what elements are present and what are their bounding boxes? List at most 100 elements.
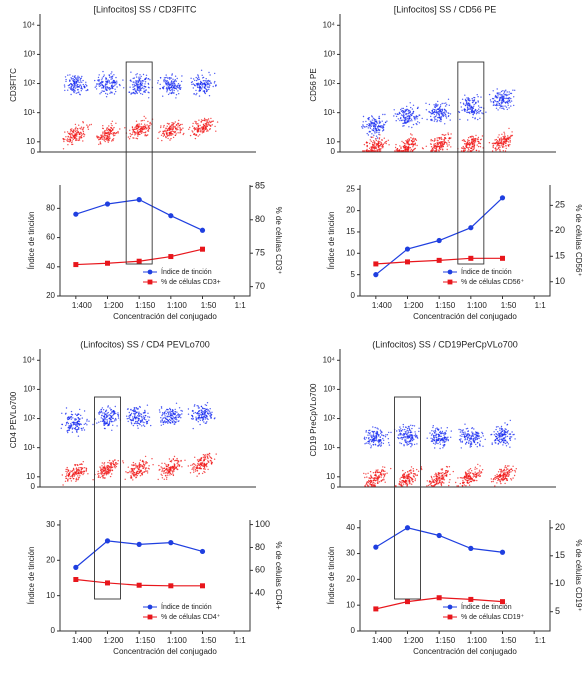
dot — [464, 148, 466, 150]
marker — [105, 580, 110, 586]
dot — [473, 144, 475, 147]
dot — [440, 136, 442, 139]
dot — [73, 91, 75, 94]
dot — [140, 75, 142, 78]
dot — [501, 439, 504, 441]
dot — [376, 126, 379, 128]
dot — [443, 134, 446, 136]
dot — [374, 146, 376, 148]
dot — [86, 124, 88, 126]
y2-tick-label: 25 — [555, 200, 565, 210]
dot — [166, 476, 168, 478]
dot — [385, 434, 387, 436]
dot — [70, 133, 72, 136]
dot — [416, 123, 418, 126]
dot — [410, 133, 412, 135]
dot — [174, 83, 176, 85]
dot — [111, 91, 113, 94]
dot — [464, 104, 467, 106]
dot — [208, 120, 211, 123]
dot — [143, 86, 145, 88]
dot — [69, 128, 72, 131]
dot — [83, 429, 86, 431]
cell-cluster — [458, 94, 487, 121]
dot — [432, 435, 435, 437]
dot — [448, 144, 450, 146]
dot — [206, 453, 208, 455]
dot — [96, 83, 98, 85]
dot — [505, 97, 507, 100]
dot — [104, 421, 106, 423]
dot — [507, 137, 509, 139]
dot — [366, 125, 368, 128]
dot — [406, 443, 408, 445]
dot — [466, 109, 468, 112]
dot — [407, 430, 409, 432]
dot — [502, 105, 504, 107]
dot — [495, 433, 498, 435]
dot — [407, 120, 409, 122]
dot — [198, 407, 200, 409]
dot — [79, 475, 81, 477]
dot — [493, 434, 496, 436]
dot — [137, 472, 139, 475]
dot — [112, 420, 114, 423]
dot — [84, 467, 86, 469]
dot — [450, 430, 452, 432]
dot — [134, 126, 136, 129]
dot — [505, 93, 507, 96]
dot — [164, 420, 166, 423]
dot — [500, 441, 503, 443]
dot — [503, 442, 505, 444]
dot — [433, 147, 436, 149]
dot — [214, 125, 216, 128]
dot — [163, 472, 165, 474]
dot — [369, 142, 371, 145]
dot — [363, 472, 365, 475]
dot — [111, 473, 113, 475]
dot — [140, 84, 142, 87]
dot — [378, 128, 380, 131]
dot — [399, 119, 401, 122]
dot — [370, 140, 372, 142]
dot — [474, 108, 477, 111]
dot — [401, 140, 403, 143]
dot — [467, 430, 470, 432]
dot — [395, 150, 397, 152]
dot — [369, 429, 371, 431]
dot — [476, 94, 478, 96]
dot — [412, 468, 414, 470]
dot — [508, 145, 510, 147]
dot — [75, 467, 78, 469]
legend-label: Índice de tinción — [161, 267, 212, 276]
dot — [171, 74, 173, 76]
dot — [469, 136, 472, 138]
dot — [144, 83, 146, 85]
dot — [85, 89, 87, 92]
dot — [81, 428, 83, 430]
dot — [67, 469, 70, 471]
dot — [108, 135, 111, 137]
dot — [85, 85, 88, 87]
y-tick-label: 10¹ — [323, 443, 335, 452]
dot — [206, 129, 208, 131]
dot — [145, 421, 148, 423]
dot — [83, 410, 86, 412]
dot — [473, 434, 475, 436]
dot — [205, 88, 207, 90]
dot — [399, 437, 401, 439]
dot — [365, 442, 367, 444]
dot — [78, 470, 80, 472]
dot — [400, 442, 403, 445]
dot — [408, 118, 411, 120]
dot — [84, 86, 86, 88]
dot — [469, 439, 471, 441]
dot — [116, 86, 118, 88]
dot — [71, 476, 74, 478]
dot — [441, 430, 444, 433]
dot — [481, 135, 484, 137]
dot — [203, 117, 206, 120]
dot — [195, 79, 198, 82]
dot — [130, 80, 132, 83]
